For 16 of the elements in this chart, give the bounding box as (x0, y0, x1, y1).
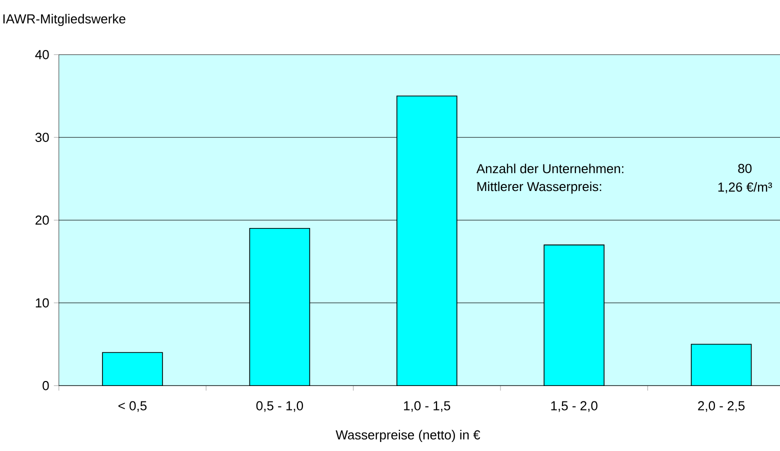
y-axis-title: IAWR-Mitgliedswerke (3, 14, 126, 26)
annotation: Anzahl der Unternehmen: (476, 164, 624, 174)
x-axis-title: Wasserpreise (netto) in € (336, 430, 480, 442)
x-tick-label: 1,5 - 2,0 (551, 401, 598, 412)
y-tick-label: 30 (35, 132, 49, 142)
x-tick-label: < 0,5 (118, 401, 147, 412)
y-tick-label: 40 (35, 50, 49, 60)
x-tick-label: 1,0 - 1,5 (404, 401, 450, 412)
y-tick-label: 10 (36, 298, 49, 308)
y-tick-label: 0 (42, 381, 49, 390)
x-tick-label: 0,5 - 1,0 (256, 401, 304, 412)
x-tick-label: 2,0 - 2,5 (698, 401, 745, 412)
annotation: 1,26 €/m³ (718, 182, 772, 194)
y-tick-label: 20 (36, 216, 49, 225)
annotation: Mittlerer Wasserpreis: (477, 182, 602, 194)
annotation: 80 (738, 164, 752, 174)
